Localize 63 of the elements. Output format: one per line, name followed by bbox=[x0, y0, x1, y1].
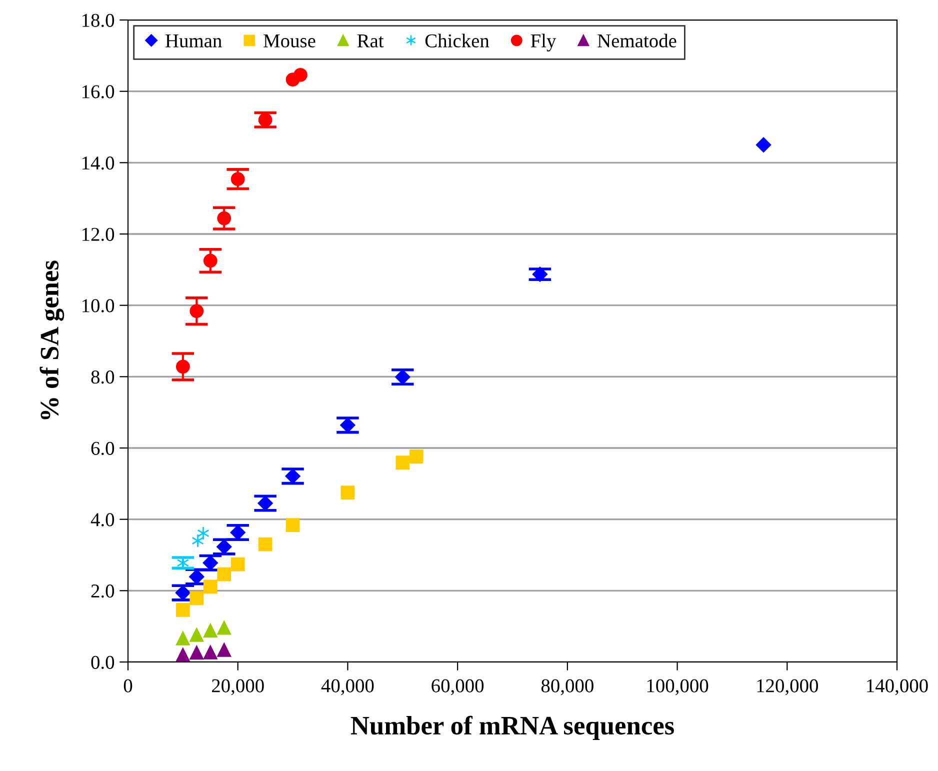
point bbox=[190, 646, 204, 660]
point bbox=[230, 172, 245, 186]
point bbox=[217, 211, 232, 226]
point bbox=[217, 642, 232, 657]
point bbox=[176, 602, 190, 617]
point bbox=[216, 539, 232, 554]
legend-label: Nematode bbox=[598, 34, 676, 48]
point bbox=[285, 468, 300, 484]
y-tick-label: 8.0 bbox=[91, 370, 114, 384]
point bbox=[396, 456, 410, 470]
point bbox=[230, 524, 246, 540]
point bbox=[258, 112, 272, 127]
y-tick-label: 10.0 bbox=[82, 299, 114, 312]
point bbox=[340, 418, 356, 433]
point bbox=[286, 518, 300, 532]
y-tick-label: 12.0 bbox=[82, 228, 114, 242]
point bbox=[190, 591, 204, 606]
point bbox=[756, 137, 772, 152]
y-tick-label: 2.0 bbox=[91, 584, 114, 598]
point bbox=[395, 369, 410, 385]
legend-label: Fly bbox=[530, 34, 556, 52]
point bbox=[217, 567, 232, 582]
legend-label: Chicken bbox=[425, 34, 490, 48]
point bbox=[189, 569, 204, 584]
point bbox=[340, 486, 355, 500]
point bbox=[230, 557, 245, 572]
y-tick-label: 16.0 bbox=[82, 85, 114, 98]
x-tick-label: 80,000 bbox=[541, 679, 594, 696]
x-tick-label: 0 bbox=[124, 679, 132, 692]
point bbox=[202, 555, 218, 570]
point bbox=[203, 645, 218, 660]
point bbox=[532, 266, 548, 282]
point bbox=[258, 537, 272, 552]
point bbox=[190, 304, 204, 318]
x-tick-label: 120,000 bbox=[757, 679, 818, 696]
point bbox=[409, 450, 424, 464]
point bbox=[175, 585, 190, 600]
point bbox=[294, 68, 308, 82]
point bbox=[217, 620, 232, 635]
point bbox=[190, 628, 204, 642]
point bbox=[203, 254, 218, 268]
point bbox=[203, 580, 218, 594]
point bbox=[176, 632, 190, 646]
y-tick-label: 4.0 bbox=[90, 513, 114, 526]
point bbox=[197, 526, 210, 540]
y-tick-label: 6.0 bbox=[91, 442, 114, 456]
point bbox=[258, 496, 273, 511]
point bbox=[203, 624, 218, 638]
x-tick-label: 20,000 bbox=[212, 679, 264, 696]
point bbox=[176, 360, 190, 374]
legend-label: Rat bbox=[357, 34, 384, 48]
x-axis-title: Number of mRNA sequences bbox=[350, 716, 674, 740]
legend-label: Mouse bbox=[264, 34, 316, 48]
x-tick-label: 60,000 bbox=[432, 679, 484, 696]
point bbox=[176, 648, 190, 662]
x-tick-label: 40,000 bbox=[321, 679, 374, 696]
legend-label: Human bbox=[166, 34, 222, 48]
y-tick-label: 18.0 bbox=[82, 14, 114, 28]
x-tick-label: 100,000 bbox=[647, 679, 708, 696]
x-tick-label: 140,000 bbox=[867, 679, 928, 696]
y-axis-title: % of SA genes bbox=[40, 260, 64, 420]
y-tick-label: 14.0 bbox=[82, 156, 114, 170]
y-tick-label: 0.0 bbox=[91, 656, 114, 670]
